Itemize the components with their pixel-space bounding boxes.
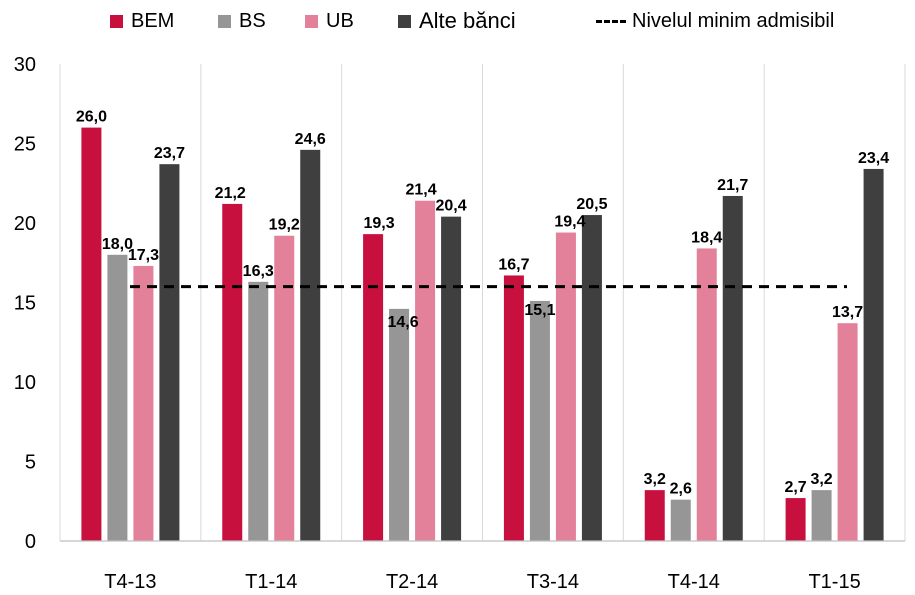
data-label: 15,1 [524, 302, 555, 319]
data-label: 18,0 [102, 236, 133, 253]
bar [389, 308, 410, 541]
data-labels: 26,021,219,316,73,2 2,718,016,314,615,12,… [76, 109, 889, 498]
bar [581, 215, 602, 542]
data-label: 24,6 [295, 131, 326, 148]
bar [363, 234, 384, 541]
y-tick-label: 30 [14, 54, 36, 76]
data-label: 16,7 [498, 256, 529, 273]
legend-item-nivelul-minim: Nivelul minim admisibil [596, 6, 834, 36]
legend-label-alte-banci: Alte bănci [419, 8, 516, 33]
legend-label-nivelul-minim: Nivelul minim admisibil [632, 9, 835, 32]
bar [300, 149, 321, 542]
data-label: 20,5 [576, 196, 607, 213]
data-label: 18,4 [691, 229, 722, 246]
legend-item-bem: BEM [110, 6, 174, 36]
data-label: 19,2 [269, 217, 300, 234]
bar [159, 164, 180, 542]
bar [555, 232, 576, 542]
data-label: 16,3 [243, 263, 274, 280]
data-label: 17,3 [128, 247, 159, 264]
bar [274, 235, 295, 541]
legend-swatch-bem [110, 14, 123, 28]
x-tick-label: T1-14 [245, 571, 297, 593]
data-label: 3,2 [810, 471, 832, 488]
legend-swatch-alte-banci [398, 14, 411, 28]
bar [670, 499, 691, 541]
legend-item-bs: BS [218, 6, 266, 36]
bar [503, 275, 524, 541]
data-label: 20,4 [436, 198, 467, 215]
legend-label-bs: BS [239, 9, 266, 32]
legend-item-alte-banci: Alte bănci [398, 6, 516, 36]
legend-item-ub: UB [305, 6, 354, 36]
x-tick-label: T1-15 [808, 571, 860, 593]
data-label: 23,4 [858, 150, 889, 167]
bar [107, 254, 128, 542]
data-label: 3,2 [644, 471, 666, 488]
bar [81, 127, 102, 541]
data-label: 13,7 [832, 304, 863, 321]
bar [248, 281, 269, 541]
y-tick-label: 0 [25, 531, 36, 553]
x-tick-label: T4-14 [668, 571, 720, 593]
data-label: 21,7 [717, 177, 748, 194]
data-label: 19,3 [364, 215, 395, 232]
y-tick-label: 25 [14, 134, 36, 156]
bar [863, 168, 884, 541]
bar [644, 490, 665, 541]
legend-swatch-bs [218, 14, 231, 28]
legend-label-bem: BEM [131, 9, 175, 32]
legend-swatch-ub [305, 14, 318, 28]
data-label: 2,6 [670, 481, 692, 498]
gridlines [59, 64, 906, 541]
bar [441, 216, 462, 541]
legend-label-ub: UB [326, 9, 354, 32]
x-tick-label: T4-13 [104, 571, 156, 593]
bar [722, 195, 743, 541]
y-tick-label: 15 [14, 293, 36, 315]
data-label: 14,6 [388, 314, 419, 331]
bar [696, 248, 717, 541]
data-label: 23,7 [154, 145, 185, 162]
bars [81, 127, 884, 542]
bar [785, 498, 806, 541]
data-label: 26,0 [76, 109, 107, 126]
bar [415, 200, 436, 542]
bar [837, 323, 858, 541]
chart-legend: BEM BS UB Alte bănci Nivelul minim admis… [0, 6, 915, 36]
y-tick-label: 20 [14, 213, 36, 235]
data-label: 19,4 [554, 214, 585, 231]
y-tick-label: 5 [25, 452, 36, 474]
bar [811, 490, 832, 541]
axes: 0 5 10 15 20 25 30 T4-13 T1-14 T2-14 T3-14 T4-14 T1-… [14, 54, 905, 593]
y-tick-label: 10 [14, 372, 36, 394]
bar [222, 203, 243, 542]
bar [529, 300, 550, 541]
legend-swatch-nivelul-minim [596, 19, 626, 23]
x-tick-label: T2-14 [386, 571, 438, 593]
data-label: 2,7 [784, 479, 806, 496]
x-tick-label: T3-14 [527, 571, 579, 593]
bar [133, 265, 154, 541]
data-label: 21,4 [406, 182, 437, 199]
data-label: 21,2 [215, 185, 246, 202]
